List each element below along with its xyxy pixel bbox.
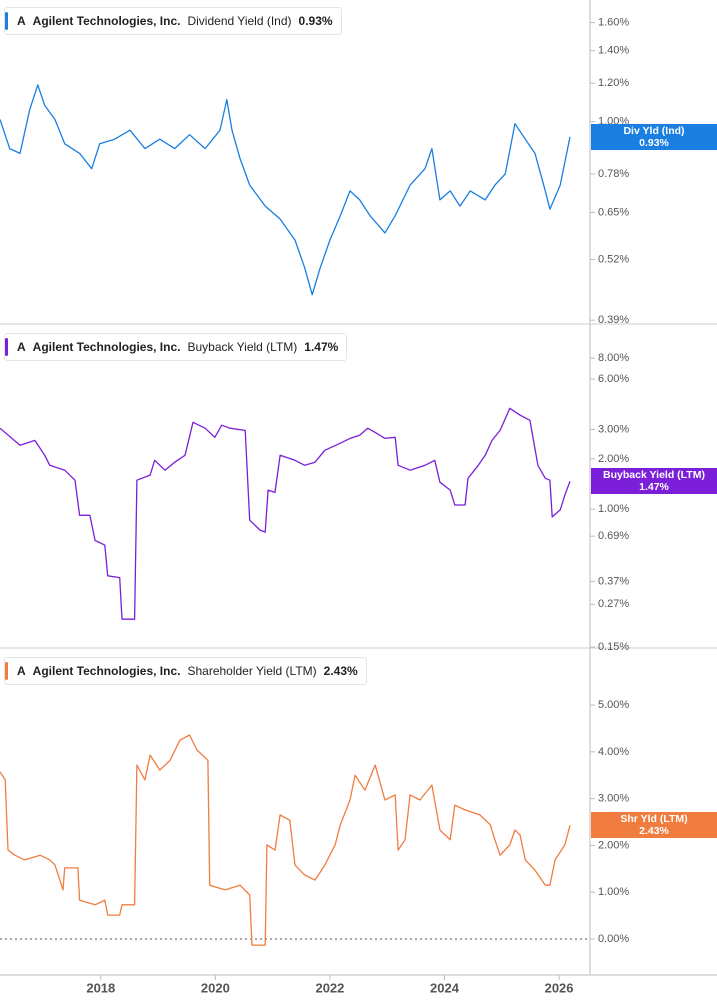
y-tick-label: 1.00%	[598, 886, 629, 898]
y-tick-label: 6.00%	[598, 373, 629, 385]
company: Agilent Technologies, Inc.	[32, 340, 181, 354]
current-value: 2.43%	[323, 664, 358, 678]
ticker: A	[17, 664, 26, 678]
current-value-tag: Div Yld (Ind) 0.93%	[591, 123, 717, 150]
x-tick-label: 2020	[201, 980, 230, 995]
panel-header: A Agilent Technologies, Inc. Buyback Yield…	[4, 333, 348, 361]
panel-header: A Agilent Technologies, Inc. Shareholder Y…	[4, 657, 367, 685]
y-tick-label: 4.00%	[598, 746, 629, 758]
y-tick-label: 0.39%	[598, 314, 629, 326]
metric-title: Buyback Yield (LTM)	[187, 340, 298, 354]
metric-title: Dividend Yield (Ind)	[187, 14, 292, 28]
y-tick-label: 2.00%	[598, 839, 629, 851]
y-tick-label: 2.00%	[598, 453, 629, 465]
tag-value: 1.47%	[639, 481, 669, 494]
current-value-tag: Shr Yld (LTM) 2.43%	[591, 812, 717, 839]
header-color-bar	[5, 338, 8, 356]
y-tick-label: 0.52%	[598, 253, 629, 265]
header-color-bar	[5, 12, 8, 30]
data-line	[0, 734, 571, 946]
panel-header: A Agilent Technologies, Inc. Dividend Yiel…	[4, 7, 342, 35]
tag-name: Buyback Yield (LTM)	[603, 469, 705, 482]
y-tick-label: 0.69%	[598, 530, 629, 542]
y-tick-label: 5.00%	[598, 699, 629, 711]
y-tick-label: 3.00%	[598, 423, 629, 435]
y-tick-label: 0.78%	[598, 168, 629, 180]
ticker: A	[17, 14, 26, 28]
y-tick-label: 0.37%	[598, 575, 629, 587]
tag-value: 0.93%	[639, 136, 669, 149]
company: Agilent Technologies, Inc.	[32, 14, 181, 28]
y-tick-label: 1.60%	[598, 16, 629, 28]
current-value: 1.47%	[304, 340, 339, 354]
data-line	[0, 407, 571, 620]
y-tick-label: 1.00%	[598, 503, 629, 515]
x-tick-label: 2018	[86, 980, 115, 995]
tag-name: Shr Yld (LTM)	[620, 813, 688, 826]
company: Agilent Technologies, Inc.	[32, 664, 181, 678]
tag-name: Div Yld (Ind)	[623, 124, 685, 137]
data-line	[0, 84, 571, 296]
y-tick-label: 8.00%	[598, 352, 629, 364]
x-tick-label: 2022	[315, 980, 344, 995]
x-tick-label: 2024	[430, 980, 460, 995]
metric-title: Shareholder Yield (LTM)	[187, 664, 317, 678]
current-value: 0.93%	[298, 14, 333, 28]
header-color-bar	[5, 662, 8, 680]
y-tick-label: 0.15%	[598, 641, 629, 653]
y-tick-label: 1.40%	[598, 45, 629, 57]
y-tick-label: 3.00%	[598, 793, 629, 805]
y-tick-label: 0.27%	[598, 598, 629, 610]
tag-value: 2.43%	[639, 825, 669, 838]
y-tick-label: 0.00%	[598, 933, 629, 945]
y-tick-label: 1.20%	[598, 77, 629, 89]
ticker: A	[17, 340, 26, 354]
x-tick-label: 2026	[545, 980, 574, 995]
current-value-tag: Buyback Yield (LTM) 1.47%	[591, 468, 717, 495]
y-tick-label: 0.65%	[598, 206, 629, 218]
